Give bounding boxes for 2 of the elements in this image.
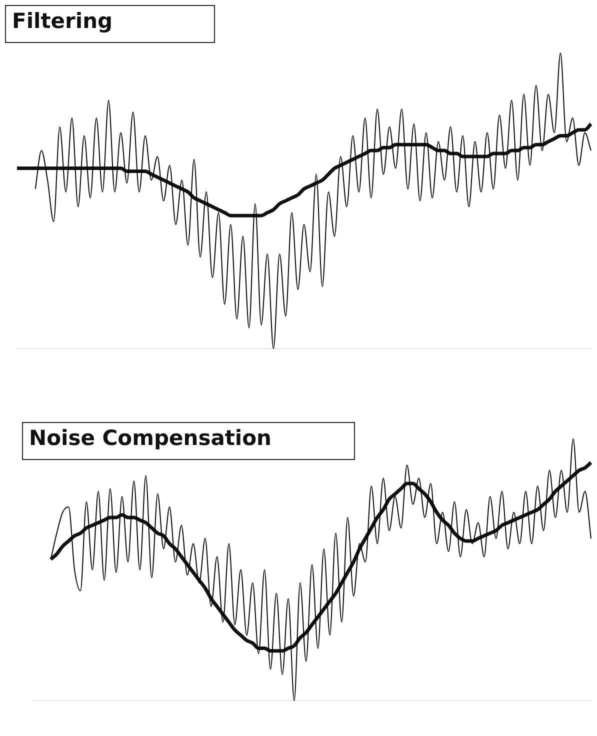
chart-title: Noise Compensation [22,422,355,460]
chart-title: Filtering [5,5,215,43]
